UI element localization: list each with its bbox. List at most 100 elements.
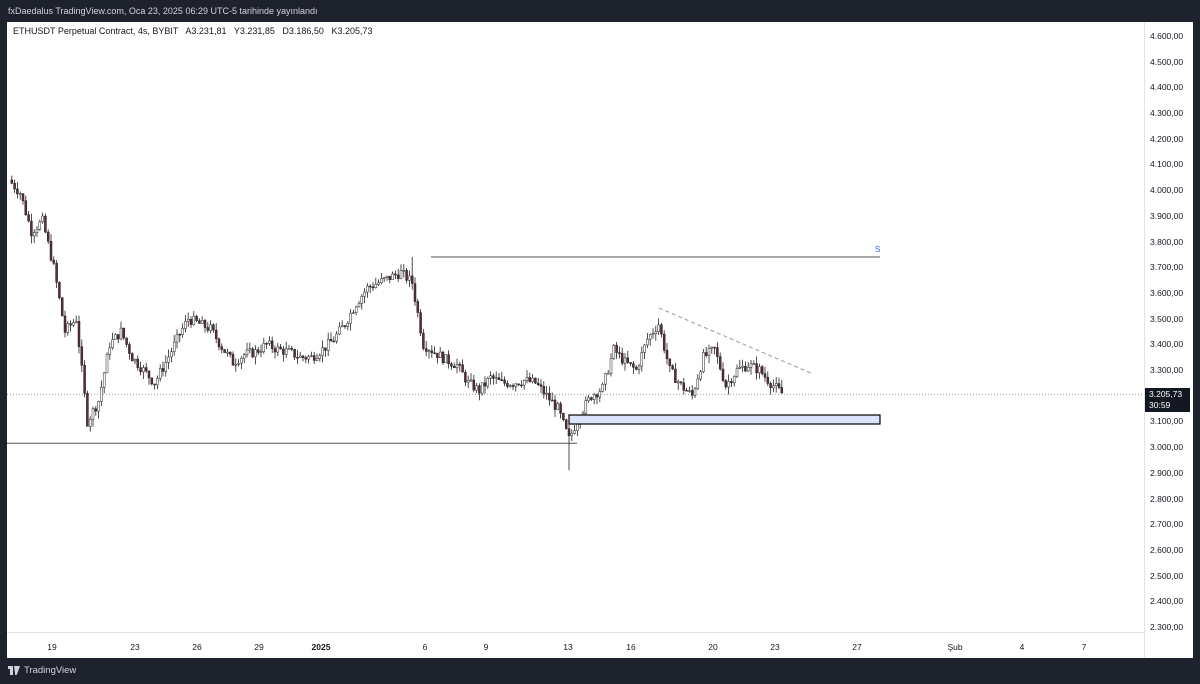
ohlc-open: A3.231,81: [185, 26, 227, 36]
price-tick-label: 3.400,00: [1150, 339, 1184, 350]
candle-body: [402, 269, 406, 272]
price-tick-label: 2.600,00: [1150, 544, 1184, 555]
candle-body: [136, 358, 140, 368]
candle-body: [111, 339, 114, 349]
time-tick-label: 7: [1081, 642, 1087, 652]
candle-body: [86, 392, 89, 427]
candle-body: [422, 332, 425, 349]
candle-body: [307, 356, 310, 360]
candle-body: [100, 386, 103, 402]
candle-body: [699, 371, 702, 380]
candle-body: [164, 362, 168, 372]
candle-body: [268, 340, 271, 344]
candle-body: [66, 323, 70, 333]
candle-body: [391, 273, 394, 281]
candle-body: [153, 383, 156, 386]
candle-body: [377, 282, 380, 285]
candle-body: [685, 389, 688, 392]
demand-zone-box: [568, 414, 881, 425]
symbol-title[interactable]: ETHUSDT Perpetual Contract, 4s, BYBIT: [13, 26, 179, 36]
candle-body: [27, 214, 30, 222]
candle-body: [172, 341, 176, 352]
candle-body: [374, 284, 378, 289]
candle-body: [520, 384, 523, 387]
candle-body: [18, 193, 22, 195]
brand[interactable]: TradingView: [8, 665, 76, 676]
candle-body: [419, 312, 422, 334]
time-tick-label: 4: [1019, 642, 1025, 652]
candle-body: [276, 346, 280, 353]
candle-body: [74, 321, 78, 323]
candle-body: [223, 349, 226, 353]
candle-body: [528, 377, 532, 382]
candle-body: [508, 385, 512, 387]
candle-body: [35, 229, 39, 233]
ohlc-high: Y3.231,85: [233, 26, 275, 36]
candle-body: [542, 386, 546, 395]
time-tick-label: 23: [130, 642, 140, 652]
candle-body: [500, 379, 504, 381]
candle-body: [181, 328, 184, 335]
candle-body: [352, 312, 355, 314]
candle-body: [503, 379, 506, 384]
candle-body: [564, 419, 568, 429]
candle-body: [545, 392, 548, 395]
candle-body: [147, 370, 151, 379]
candle-body: [525, 377, 529, 381]
candle-body: [424, 348, 428, 352]
candle-body: [46, 231, 50, 242]
candle-body: [576, 423, 579, 431]
candle-body: [570, 433, 574, 437]
candle-body: [242, 354, 246, 359]
candle-body: [63, 315, 67, 333]
candle-body: [662, 333, 666, 351]
candle-body: [184, 320, 187, 329]
candle-body: [612, 344, 616, 359]
candle-body: [186, 318, 190, 322]
candle-body: [228, 351, 232, 355]
candle-body: [766, 376, 770, 384]
candle-body: [489, 375, 492, 379]
candle-body: [234, 363, 238, 366]
time-tick-label: 29: [254, 642, 264, 652]
price-tick-label: 3.800,00: [1150, 236, 1184, 247]
candle-body: [231, 354, 235, 366]
candle-body: [755, 363, 758, 374]
candle-body: [447, 354, 450, 365]
time-axis-divider: [7, 632, 1144, 633]
candle-body: [464, 371, 467, 383]
chart-pane[interactable]: ETHUSDT Perpetual Contract, 4s, BYBIT A3…: [7, 22, 1193, 658]
candle-body: [758, 366, 761, 374]
candle-body: [671, 365, 674, 370]
candle-body: [707, 348, 711, 356]
price-tick-label: 4.500,00: [1150, 56, 1184, 67]
price-tick-label: 2.900,00: [1150, 467, 1184, 478]
candle-body: [105, 354, 109, 374]
candle-body: [30, 220, 33, 237]
candle-body: [623, 357, 627, 364]
candle-body: [438, 351, 442, 358]
time-tick-label: 9: [483, 642, 489, 652]
candle-body: [287, 348, 291, 350]
candle-body: [279, 346, 282, 350]
price-tick-label: 4.000,00: [1150, 185, 1184, 196]
candle-body: [357, 303, 361, 308]
candle-body: [682, 382, 686, 391]
candle-body: [548, 392, 551, 401]
candle-body: [16, 188, 19, 195]
candle-body: [478, 385, 481, 394]
candle-body: [763, 373, 767, 378]
candle-body: [534, 377, 537, 384]
candle-body: [55, 263, 58, 283]
candle-body: [458, 363, 462, 366]
price-plot[interactable]: S: [7, 22, 1144, 632]
candle-body: [634, 367, 638, 370]
candle-body: [200, 320, 204, 324]
candle-body: [315, 358, 319, 361]
candle-body: [536, 382, 540, 385]
candle-body: [178, 333, 182, 336]
candle-body: [517, 383, 520, 386]
candle-body: [346, 322, 350, 327]
ohlc-low: D3.186,50: [282, 26, 324, 36]
candle-body: [262, 343, 266, 352]
